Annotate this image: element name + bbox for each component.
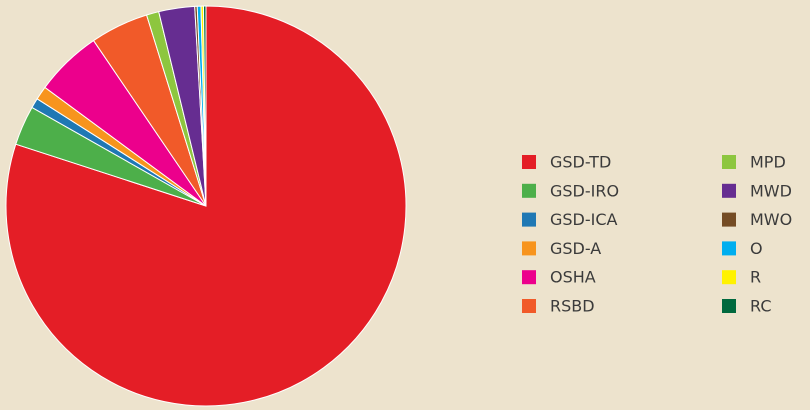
pie-slice — [202, 5, 207, 207]
legend-swatch — [522, 212, 536, 227]
legend-swatch — [522, 241, 536, 256]
legend-label: MWO — [750, 210, 792, 229]
legend-swatch — [522, 155, 536, 169]
legend-label: OSHA — [550, 268, 596, 287]
legend-swatch — [722, 241, 736, 256]
legend-swatch — [722, 270, 736, 285]
legend-swatch — [522, 299, 536, 313]
legend-swatch — [522, 270, 536, 285]
legend-label: GSD-TD — [550, 153, 611, 172]
legend-swatch — [722, 212, 736, 227]
legend-label: MPD — [750, 153, 786, 172]
legend-label: RSBD — [550, 297, 595, 316]
legend-swatch — [722, 183, 736, 198]
legend-label: MWD — [750, 181, 792, 200]
legend-label: R — [750, 268, 761, 287]
legend-label: O — [750, 239, 763, 258]
legend-label: GSD-ICA — [550, 210, 618, 229]
legend-label: GSD-A — [550, 239, 601, 258]
legend-swatch — [522, 183, 536, 198]
legend-label: GSD-IRO — [550, 181, 619, 200]
legend-label: RC — [750, 297, 772, 316]
legend-swatch — [722, 155, 736, 169]
legend-swatch — [722, 299, 736, 313]
